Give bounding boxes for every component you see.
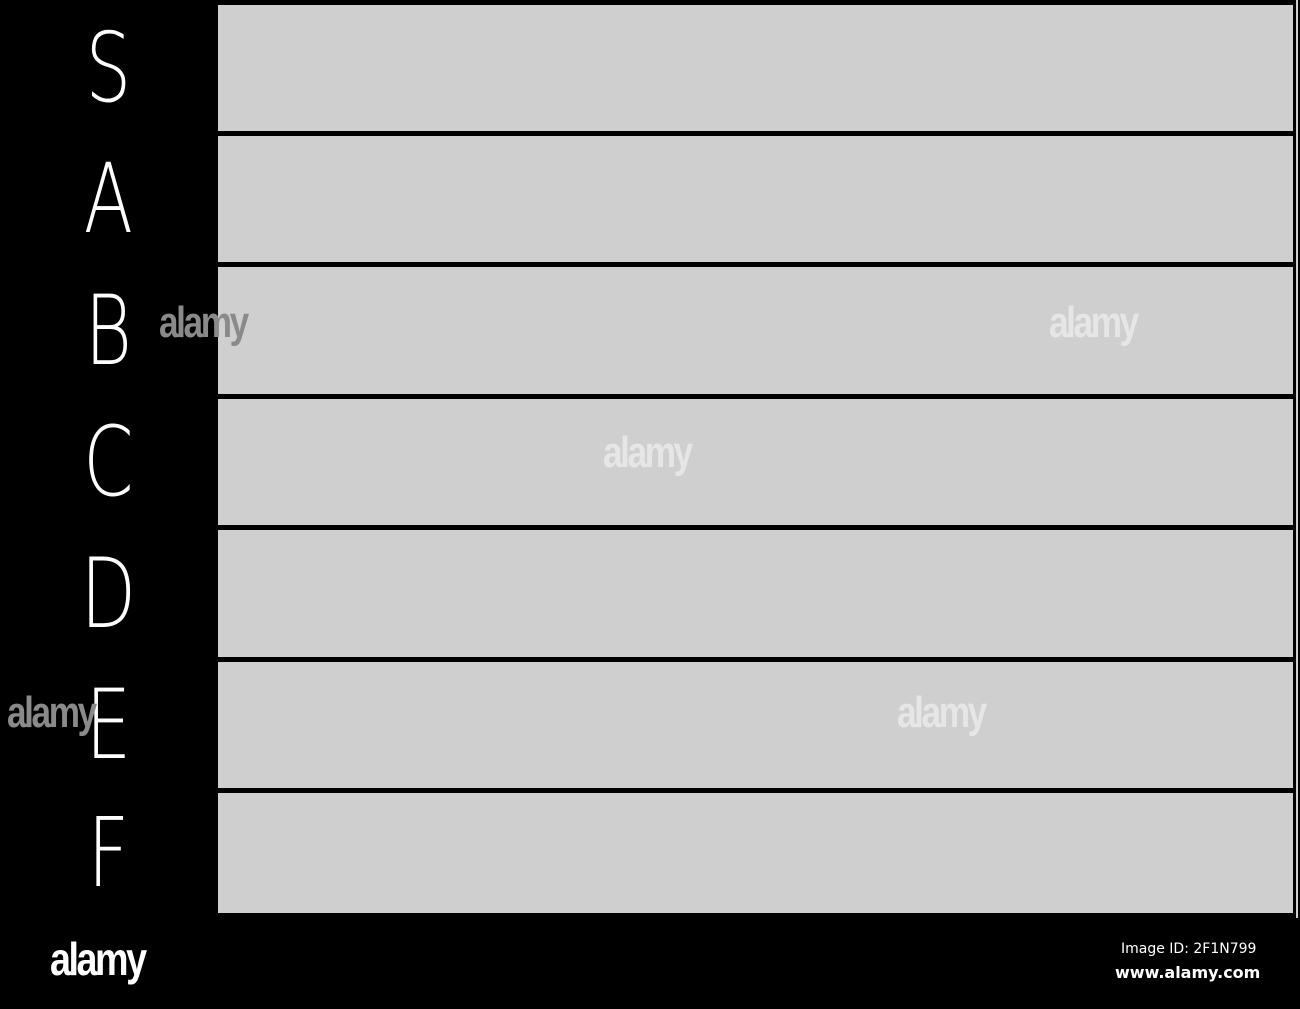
tier-row-f: F [0,793,1293,913]
site-url: www.alamy.com [1115,963,1261,982]
tier-row-a: A [0,136,1293,262]
tier-drop-area[interactable] [218,793,1293,913]
tier-drop-area[interactable] [218,399,1293,525]
tier-row-c: C [0,399,1293,525]
tier-label: S [85,12,132,124]
tier-row-s: S [0,5,1293,131]
tier-label: D [80,537,137,650]
watermark-logo: alamy [602,428,693,477]
tier-drop-area[interactable] [218,5,1293,131]
tier-label: B [84,274,132,387]
tier-row-b: B [0,267,1293,394]
tier-drop-area[interactable] [218,267,1293,394]
tier-row-d: D [0,530,1293,657]
image-id: Image ID: 2F1N799 [1121,941,1257,957]
tier-label: E [85,669,132,781]
tier-drop-area[interactable] [218,136,1293,262]
tier-label: F [87,797,130,909]
tier-drop-area[interactable] [218,662,1293,788]
watermark-logo: alamy [6,688,97,737]
alamy-logo: alamy [50,933,147,985]
watermark-logo: alamy [158,298,249,347]
tier-drop-area[interactable] [218,530,1293,657]
tier-row-e: E [0,662,1293,788]
tier-label: C [83,406,134,518]
watermark-logo: alamy [896,688,987,737]
tier-label: A [83,143,133,255]
right-edge-line [1296,0,1298,918]
watermark-logo: alamy [1048,298,1139,347]
